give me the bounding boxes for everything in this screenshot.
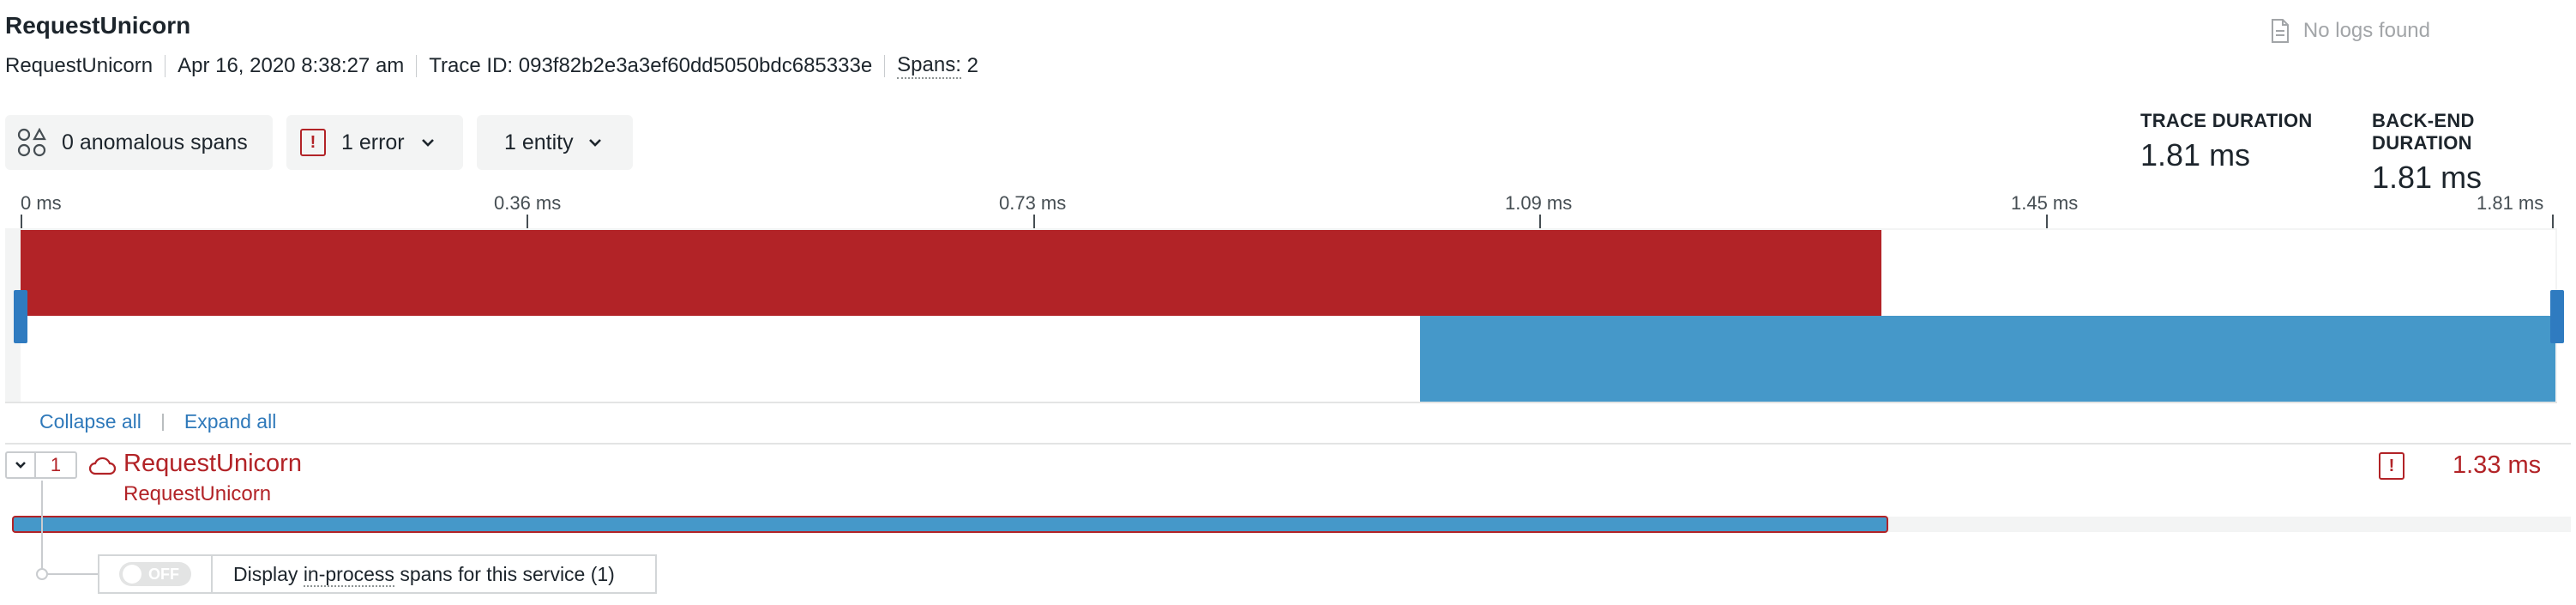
in-process-text-after: spans for this service (1) xyxy=(400,562,615,585)
axis-tick xyxy=(1539,215,1541,230)
in-process-toggle[interactable]: OFF xyxy=(119,562,191,586)
chevron-down-icon xyxy=(7,453,36,477)
backend-duration-label: BACK-END DURATION xyxy=(2372,110,2475,154)
axis-tick-label: 1.45 ms xyxy=(2011,192,2079,214)
spans-count: 2 xyxy=(966,54,978,77)
axis-tick xyxy=(527,215,528,230)
chevron-down-icon xyxy=(421,139,434,147)
span-error-icon: ! xyxy=(2379,452,2404,480)
span-name[interactable]: RequestUnicorn xyxy=(123,450,302,477)
errors-dropdown[interactable]: ! 1 error xyxy=(286,115,463,170)
trace-duration-value: 1.81 ms xyxy=(2140,137,2251,172)
section-divider xyxy=(5,443,2571,445)
range-handle-left[interactable] xyxy=(14,290,27,343)
backend-duration-value: 1.81 ms xyxy=(2372,160,2483,195)
span-bar[interactable] xyxy=(12,516,1888,533)
toggle-label: OFF xyxy=(148,565,179,583)
axis-tick-label: 0.73 ms xyxy=(999,192,1067,214)
chevron-down-icon xyxy=(588,139,601,147)
in-process-spans-row: OFF Display in-process spans for this se… xyxy=(98,554,657,594)
range-handle-right[interactable] xyxy=(2550,290,2564,343)
meta-divider xyxy=(416,55,418,77)
span-collapse-toggle[interactable]: 1 xyxy=(5,451,77,479)
toggle-knob xyxy=(123,565,141,584)
tree-connector xyxy=(41,481,43,573)
axis-tick xyxy=(21,215,22,230)
axis-tick xyxy=(1033,215,1035,230)
logs-link: No logs found xyxy=(2271,19,2430,43)
axis-tick-label: 0.36 ms xyxy=(494,192,562,214)
entities-dropdown[interactable]: 1 entity xyxy=(477,115,633,170)
span-entity: RequestUnicorn xyxy=(123,482,272,505)
no-logs-text: No logs found xyxy=(2302,19,2430,42)
errors-label: 1 error xyxy=(341,130,405,154)
trace-id: 093f82b2e3a3ef60dd5050bdc685333e xyxy=(518,54,873,77)
anomalous-spans-button[interactable]: 0 anomalous spans xyxy=(5,115,273,170)
trace-duration: TRACE DURATION 1.81 ms xyxy=(2140,110,2313,173)
tree-controls: Collapse all Expand all xyxy=(39,410,276,433)
cloud-icon xyxy=(88,457,117,475)
span-duration: 1.33 ms xyxy=(2453,451,2542,479)
axis-tick xyxy=(2552,215,2554,230)
trace-date: Apr 16, 2020 8:38:27 am xyxy=(178,54,405,77)
in-process-toggle-wrap: OFF xyxy=(99,556,213,592)
axis-tick-label: 1.09 ms xyxy=(1505,192,1573,214)
axis-tick-label: 0 ms xyxy=(21,192,62,214)
anomalous-spans-label: 0 anomalous spans xyxy=(62,130,248,154)
page-title: RequestUnicorn xyxy=(5,12,191,39)
service-name: RequestUnicorn xyxy=(5,54,153,77)
meta-divider xyxy=(165,55,166,77)
spans-label[interactable]: Spans: xyxy=(897,53,961,79)
meta-divider xyxy=(884,55,886,77)
error-icon: ! xyxy=(300,129,326,156)
child-count: 1 xyxy=(50,454,62,475)
axis-tick-label: 1.81 ms xyxy=(2477,192,2544,214)
collapse-all-link[interactable]: Collapse all xyxy=(39,410,141,433)
in-process-text-before: Display xyxy=(233,562,298,585)
tree-controls-divider xyxy=(161,413,164,431)
in-process-term[interactable]: in-process xyxy=(303,562,394,587)
tree-connector xyxy=(41,573,98,575)
overview-span-error xyxy=(21,230,1881,316)
in-process-text: Display in-process spans for this servic… xyxy=(213,562,615,587)
tree-node xyxy=(36,568,48,580)
trace-meta: RequestUnicorn Apr 16, 2020 8:38:27 am T… xyxy=(5,53,978,79)
trace-id-label: Trace ID: xyxy=(429,54,514,77)
shapes-icon xyxy=(17,128,46,157)
backend-duration: BACK-END DURATION 1.81 ms xyxy=(2372,110,2576,196)
entities-label: 1 entity xyxy=(504,130,574,154)
overview-span xyxy=(1420,316,2555,402)
document-icon xyxy=(2271,19,2289,43)
axis-tick xyxy=(2046,215,2048,230)
trace-duration-label: TRACE DURATION xyxy=(2140,110,2313,131)
expand-all-link[interactable]: Expand all xyxy=(184,410,277,433)
